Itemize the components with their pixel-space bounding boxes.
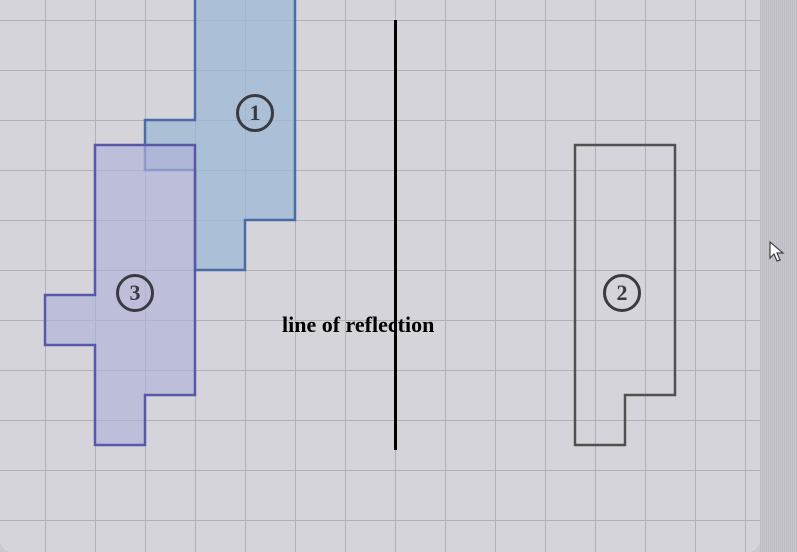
shape-label-3: 3 [116, 274, 154, 312]
shape-label-1: 1 [236, 94, 274, 132]
shape-label-2: 2 [603, 274, 641, 312]
reflection-line [394, 20, 397, 450]
mouse-cursor-icon [768, 240, 788, 264]
reflection-label: line of reflection [282, 312, 434, 338]
shapes-layer [0, 0, 760, 552]
side-panel-strip [760, 0, 797, 552]
diagram-canvas: 1 3 2 line of reflection [0, 0, 760, 552]
